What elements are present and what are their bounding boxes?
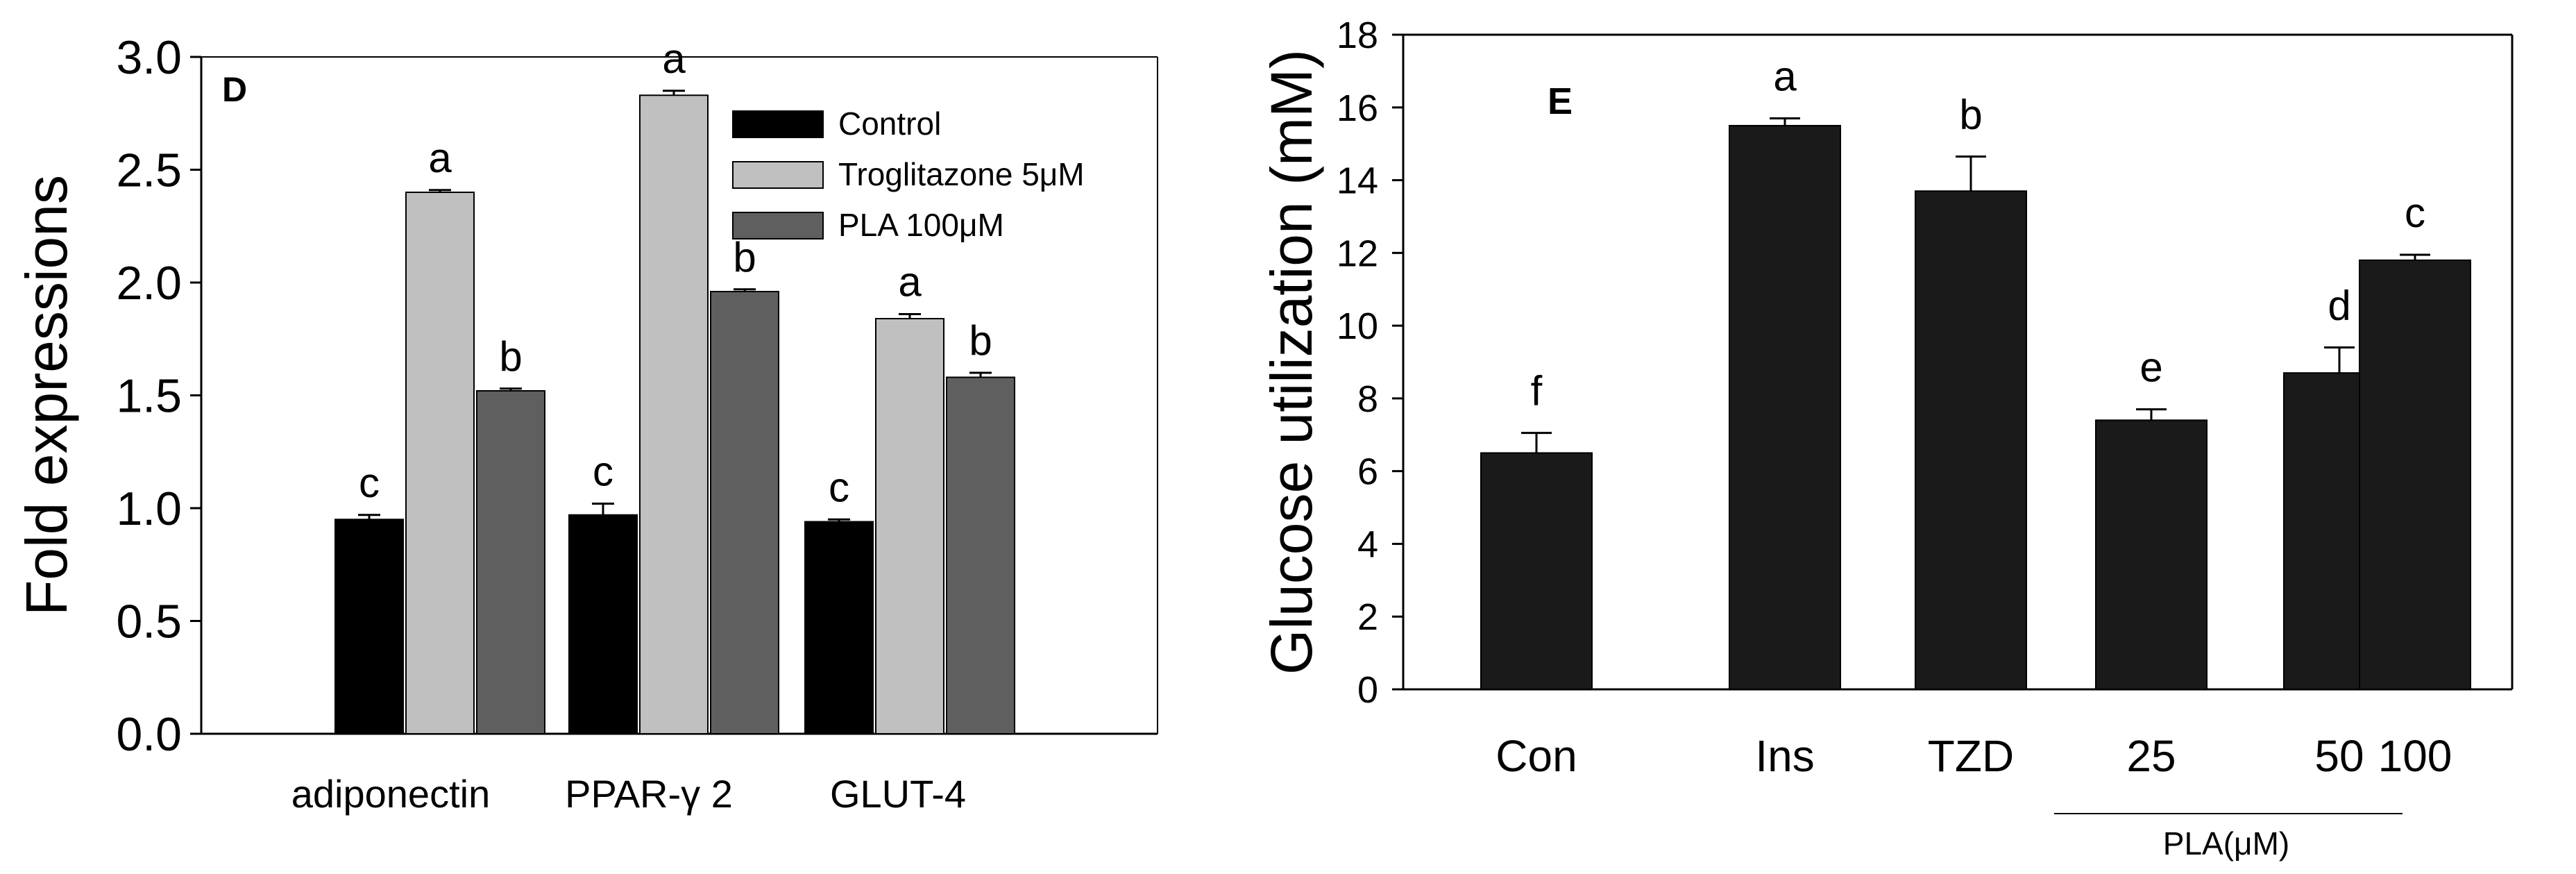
bar [639, 94, 709, 734]
y-tick-label: 4 [1357, 523, 1378, 565]
significance-label: a [1773, 53, 1797, 99]
bar [1729, 124, 1841, 690]
bar [405, 192, 475, 734]
error-bar [1521, 432, 1552, 453]
significance-label: a [662, 35, 686, 82]
bar [2095, 419, 2208, 690]
significance-label: a [428, 135, 452, 181]
x-category-label: GLUT-4 [830, 772, 966, 816]
x-category-label: 50 [2314, 731, 2364, 781]
legend-label: Control [838, 106, 941, 142]
x-category-label: adiponectin [291, 772, 490, 816]
error-bar [663, 90, 685, 96]
significance-label: c [829, 464, 849, 510]
bar [334, 519, 404, 734]
x-category-label: Ins [1755, 731, 1814, 781]
bar [568, 514, 638, 734]
y-tick-label: 10 [1337, 305, 1378, 347]
y-tick-label: 2.5 [116, 144, 182, 197]
error-bar [358, 514, 380, 520]
panel-d-bar-chart: 0.0 0.5 1.0 1.5 2.0 2.5 3.0 Fold expressions Dc c… [14, 31, 1158, 816]
x-category-label: PPAR-γ 2 [565, 772, 733, 816]
panel-label: E [1548, 81, 1573, 122]
significance-label: b [733, 234, 756, 280]
y-tick-label: 2 [1357, 596, 1378, 638]
bar [476, 390, 545, 734]
legend-label: PLA 100μM [838, 207, 1004, 243]
y-tick-label: 18 [1337, 15, 1378, 56]
error-bar [734, 288, 756, 292]
bar [946, 376, 1015, 734]
y-tick-label: 1.0 [116, 482, 182, 535]
error-bar [899, 313, 921, 319]
error-bar [828, 518, 850, 522]
x-category-label: Con [1495, 731, 1577, 781]
x-category-label: 25 [2126, 731, 2176, 781]
significance-label: d [2328, 283, 2350, 329]
error-bar [969, 371, 992, 378]
error-bar [592, 503, 614, 515]
y-tick-label: 12 [1337, 233, 1378, 274]
panel-e-bar-chart: 0 2 4 6 8 10 12 14 16 18 Glucose utilization (mM) E… [1259, 15, 2514, 862]
significance-label: f [1531, 368, 1543, 414]
bar [1915, 190, 2027, 690]
error-bar [2400, 253, 2430, 260]
y-tick-label: 8 [1357, 378, 1378, 420]
y-tick-label: 6 [1357, 451, 1378, 493]
y-axis-title: Glucose utilization (mM) [1259, 49, 1324, 675]
error-bar [500, 387, 522, 391]
error-bar [1956, 156, 1986, 192]
significance-label: b [1959, 92, 1982, 138]
y-tick-label: 0 [1357, 669, 1378, 711]
error-bar [1770, 117, 1800, 126]
y-tick-label: 14 [1337, 160, 1378, 202]
panel-label: D [222, 70, 247, 109]
significance-label: b [969, 317, 992, 364]
error-bar [429, 189, 451, 192]
significance-label: c [593, 448, 613, 495]
legend-swatch [732, 110, 824, 138]
legend-swatch [732, 212, 824, 239]
bar [1480, 452, 1593, 690]
y-tick-label: 1.5 [116, 370, 182, 423]
bar [710, 291, 779, 734]
error-bar [2136, 408, 2167, 421]
pla-group-label: PLA(μM) [2163, 825, 2289, 862]
significance-label: c [359, 460, 380, 506]
x-category-label: 100 [2378, 731, 2452, 781]
significance-label: b [499, 333, 522, 380]
y-tick-label: 2.0 [116, 257, 182, 310]
significance-label: e [2139, 344, 2162, 391]
significance-label: c [2405, 190, 2425, 236]
y-tick-label: 3.0 [116, 31, 182, 84]
y-tick-label: 0.5 [116, 596, 182, 648]
y-tick-label: 0.0 [116, 708, 182, 761]
bar [804, 521, 874, 734]
legend-swatch [732, 161, 824, 189]
x-category-label: TZD [1928, 731, 2014, 781]
y-axis-title: Fold expressions [14, 175, 79, 616]
bar [875, 318, 944, 734]
error-bar [2324, 346, 2355, 373]
legend-label: Troglitazone 5μM [838, 156, 1085, 192]
bar [2359, 259, 2471, 690]
significance-label: a [898, 259, 922, 305]
y-tick-label: 16 [1337, 87, 1378, 129]
